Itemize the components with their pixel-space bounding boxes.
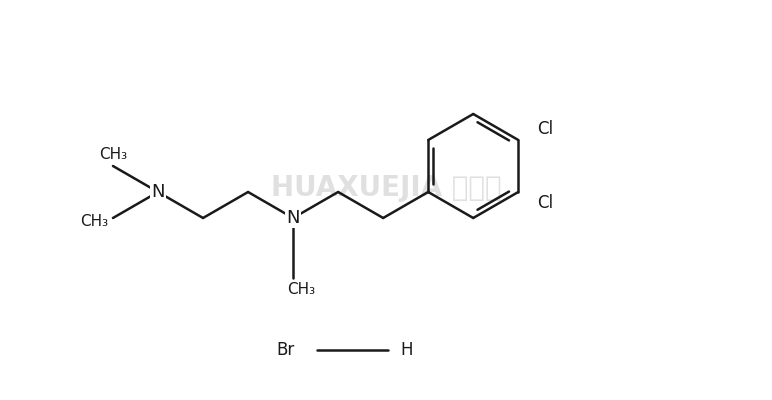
Text: CH₃: CH₃: [80, 214, 108, 228]
Text: N: N: [151, 183, 164, 201]
Text: Br: Br: [276, 341, 295, 359]
Text: CH₃: CH₃: [99, 147, 127, 162]
Text: HUAXUEJIA 化学加: HUAXUEJIA 化学加: [271, 174, 501, 202]
Text: N: N: [286, 209, 300, 227]
Text: Cl: Cl: [537, 120, 554, 138]
Text: H: H: [400, 341, 412, 359]
Text: Cl: Cl: [537, 194, 554, 212]
Text: CH₃: CH₃: [287, 282, 315, 297]
